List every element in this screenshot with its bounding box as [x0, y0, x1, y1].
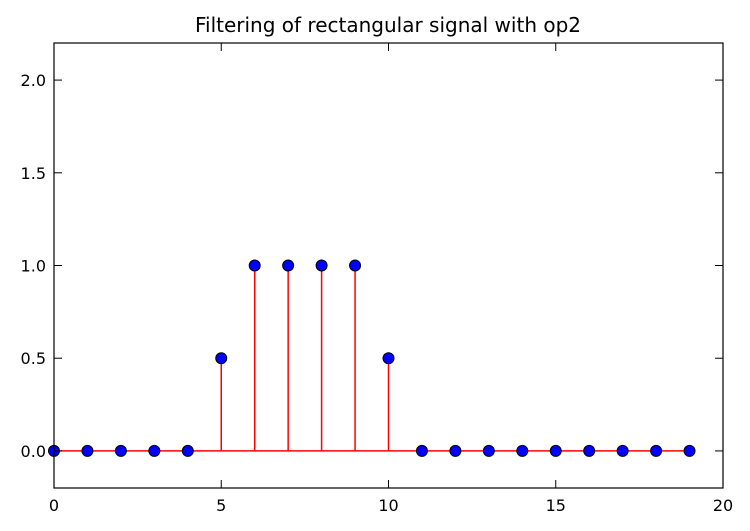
stem-marker: [616, 444, 629, 457]
x-tick-label: 15: [546, 496, 566, 515]
x-tick-label: 10: [378, 496, 398, 515]
stem-marker: [583, 444, 596, 457]
y-tick-label: 2.0: [21, 71, 46, 90]
stem-marker: [349, 259, 362, 272]
stem-marker: [482, 444, 495, 457]
y-tick-label: 0.0: [21, 442, 46, 461]
tick-layer: 0 5 10 15 20 0.0 0.5 1.0 1.5 2.0: [21, 43, 733, 515]
x-tick-label: 5: [216, 496, 226, 515]
y-tick-label: 0.5: [21, 349, 46, 368]
stem-marker: [516, 444, 529, 457]
plot-frame: [53, 42, 724, 489]
stem-marker: [215, 352, 228, 365]
stem-layer: [220, 265, 390, 451]
stem-marker: [449, 444, 462, 457]
stem-marker: [415, 444, 428, 457]
stem-marker: [148, 444, 161, 457]
stem-marker: [683, 444, 696, 457]
x-tick-label: 20: [713, 496, 733, 515]
y-tick-label: 1.0: [21, 257, 46, 276]
stem-marker: [81, 444, 94, 457]
x-tick-label: 0: [49, 496, 59, 515]
stem-marker: [315, 259, 328, 272]
chart-title: Filtering of rectangular signal with op2: [195, 13, 581, 37]
stem-marker: [114, 444, 127, 457]
stem-marker: [549, 444, 562, 457]
stem-marker: [248, 259, 261, 272]
marker-layer: [48, 259, 696, 457]
stem-marker: [650, 444, 663, 457]
stem-marker: [282, 259, 295, 272]
stem-marker: [181, 444, 194, 457]
stem-marker: [382, 352, 395, 365]
y-tick-label: 1.5: [21, 164, 46, 183]
